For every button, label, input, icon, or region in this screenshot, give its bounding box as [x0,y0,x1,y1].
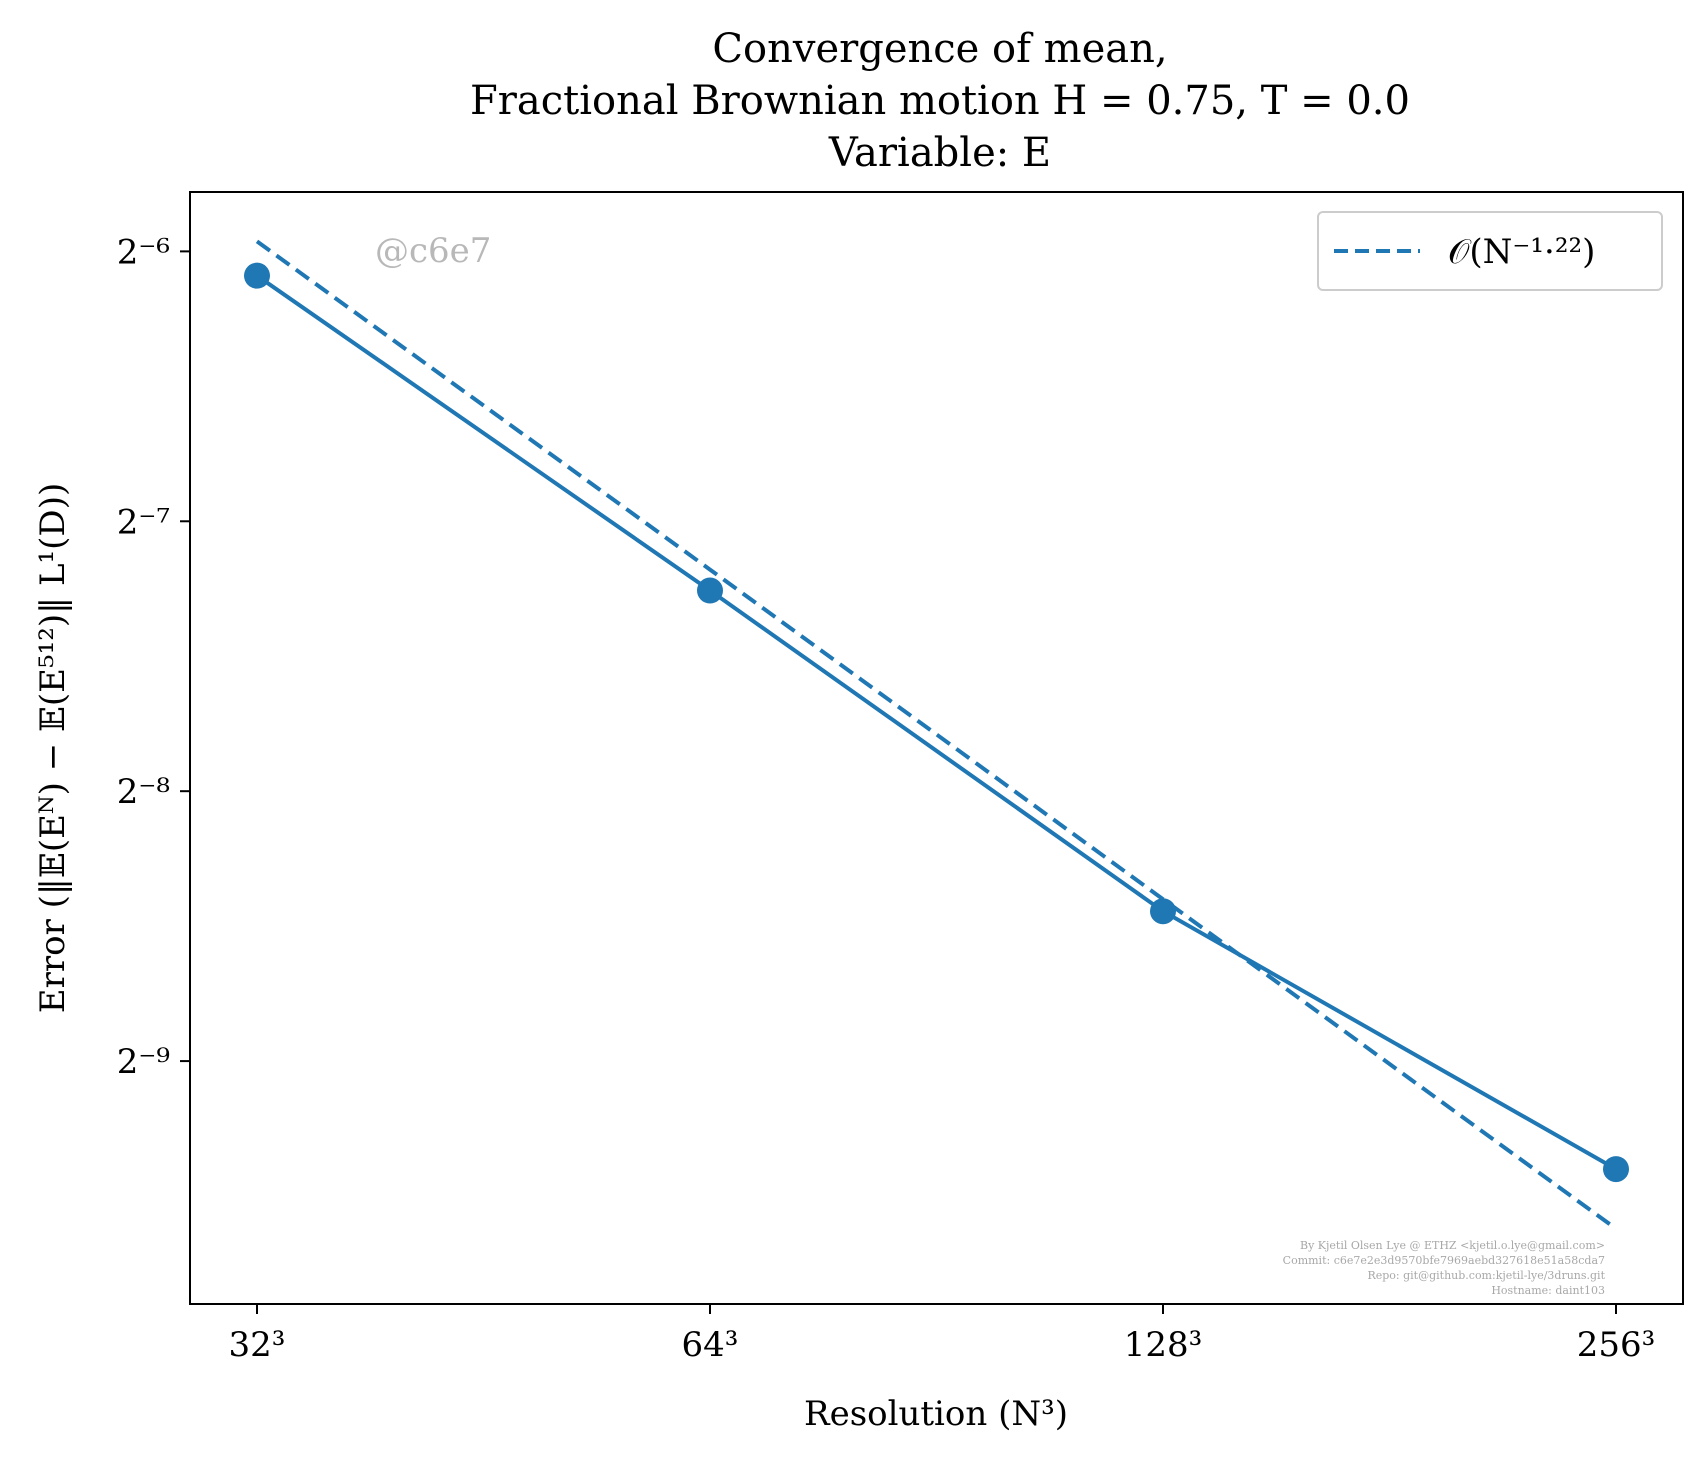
error-series-line [255,274,1617,1171]
credit-line-4: Hostname: daint103 [1491,1284,1605,1297]
title-line-1: Convergence of mean, [712,26,1167,72]
y-axis-ticks: 2⁻⁶ 2⁻⁷ 2⁻⁸ 2⁻⁹ [117,232,190,1082]
x-tick-label: 128³ [1124,1325,1203,1365]
title-line-3: Variable: E [828,130,1051,176]
error-data-point [1150,898,1176,925]
y-tick-label: 2⁻⁹ [117,1042,170,1082]
chart-title: Convergence of mean, Fractional Brownian… [470,26,1410,176]
x-axis-label: Resolution (N³) [804,1394,1068,1434]
reference-rate-line [255,239,1618,1231]
credit-line-3: Repo: git@github.com:kjetil-lye/3druns.g… [1367,1269,1605,1282]
x-tick-label: 256³ [1577,1325,1656,1365]
credit-line-2: Commit: c6e7e2e3d9570bfe7969aebd327618e5… [1283,1254,1605,1267]
plot-frame [189,191,1684,1305]
credit-line-1: By Kjetil Olsen Lye @ ETHZ <kjetil.o.lye… [1300,1239,1605,1252]
series-layer [244,239,1629,1231]
x-tick-label: 32³ [229,1325,286,1365]
y-tick-label: 2⁻⁸ [117,772,170,812]
error-data-point [1603,1156,1629,1183]
legend-label: 𝒪(N⁻¹·²²) [1448,232,1595,272]
legend: 𝒪(N⁻¹·²²) [1317,211,1663,291]
x-axis-ticks: 32³ 64³ 128³ 256³ [229,1304,1656,1365]
error-data-point [244,262,270,289]
title-line-2: Fractional Brownian motion H = 0.75, T =… [470,78,1410,124]
legend-box [1317,211,1663,291]
watermark-text: @c6e7 [375,231,491,271]
y-tick-label: 2⁻⁷ [117,502,170,542]
y-axis-label: Error (‖𝔼(Eᴺ) − 𝔼(E⁵¹²)‖ L¹(D)) [33,483,73,1013]
x-tick-label: 64³ [682,1325,739,1365]
y-tick-label: 2⁻⁶ [117,232,170,272]
credits-block: By Kjetil Olsen Lye @ ETHZ <kjetil.o.lye… [1283,1239,1606,1297]
error-data-point [697,577,723,604]
